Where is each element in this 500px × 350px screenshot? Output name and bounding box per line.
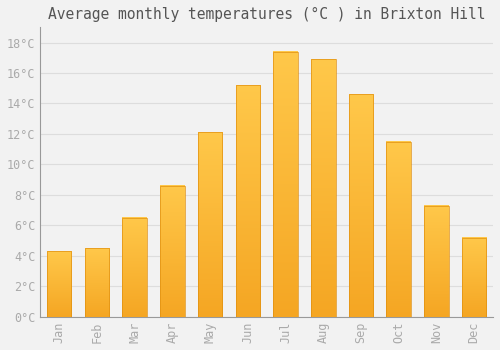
- Bar: [348, 94, 374, 317]
- Bar: [47, 251, 72, 317]
- Bar: [198, 132, 222, 317]
- Title: Average monthly temperatures (°C ) in Brixton Hill: Average monthly temperatures (°C ) in Br…: [48, 7, 486, 22]
- Bar: [274, 52, 298, 317]
- Bar: [386, 142, 411, 317]
- Bar: [122, 218, 147, 317]
- Bar: [311, 59, 336, 317]
- Bar: [462, 238, 486, 317]
- Bar: [424, 205, 448, 317]
- Bar: [84, 248, 109, 317]
- Bar: [160, 186, 184, 317]
- Bar: [236, 85, 260, 317]
